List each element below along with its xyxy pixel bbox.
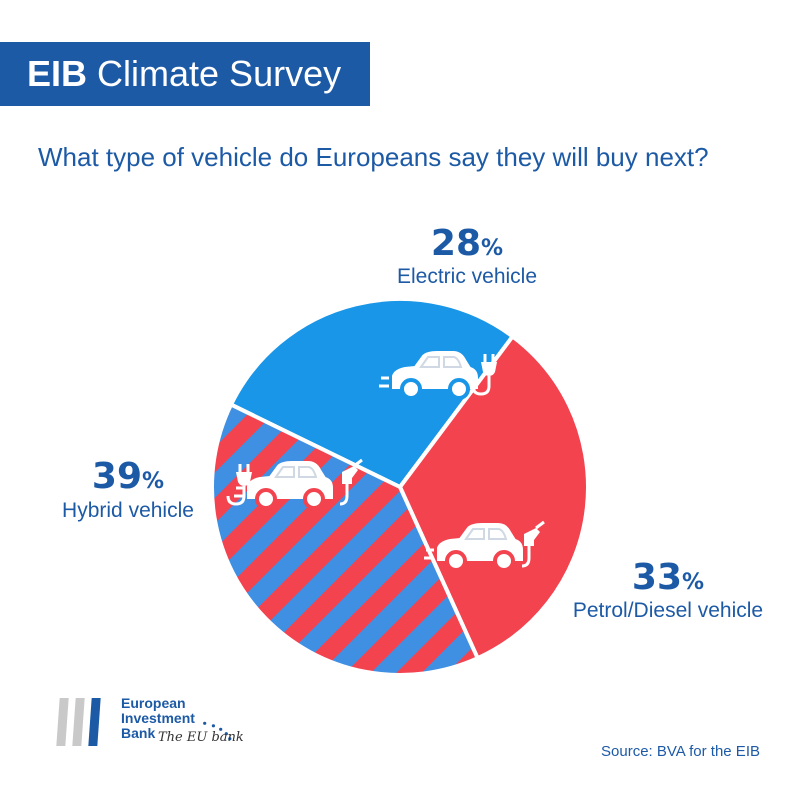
logo-line-1: European — [121, 695, 186, 711]
car-icon — [379, 351, 478, 400]
electric-plug-icon — [226, 464, 252, 506]
slice-icon-group — [424, 520, 545, 572]
eu-star-icon — [224, 732, 228, 736]
logo-bar — [72, 698, 85, 746]
logo-bar — [88, 698, 101, 746]
eu-star-icon — [219, 727, 223, 731]
slice-value-label: 33% — [632, 557, 704, 598]
eu-star-icon — [228, 737, 232, 741]
eu-star-icon — [203, 721, 207, 725]
car-icon — [424, 523, 523, 572]
logo-tagline: The EU bank — [158, 730, 244, 745]
logo-text: European Investment Bank — [121, 696, 241, 741]
car-icon — [234, 461, 333, 510]
slice-category-label: Petrol/Diesel vehicle — [573, 599, 763, 622]
pie-slice-electric-vehicle — [229, 297, 515, 489]
slice-category-label: Hybrid vehicle — [62, 499, 194, 522]
eu-stars-icon — [203, 721, 232, 741]
logo-line-3: Bank — [121, 725, 156, 741]
source-note: Source: BVA for the EIB — [601, 743, 760, 760]
pie-slice-petrol-diesel-vehicle — [398, 334, 590, 661]
title-bold: EIB — [27, 53, 88, 94]
slice-value-label: 28% — [431, 223, 503, 264]
slice-value-label: 39% — [92, 456, 164, 497]
fuel-nozzle-icon — [339, 458, 363, 506]
fuel-nozzle-icon — [521, 520, 545, 568]
slice-icon-group — [379, 351, 497, 400]
slice-category-label: Electric vehicle — [397, 265, 537, 288]
eib-logo: European Investment Bank The EU bank — [56, 694, 258, 764]
logo-line-2: Investment — [121, 710, 195, 726]
chart-question: What type of vehicle do Europeans say th… — [38, 142, 709, 172]
logo-bar — [56, 698, 69, 746]
title-banner — [0, 42, 370, 106]
title-rest: Climate Survey — [97, 53, 342, 94]
eu-star-icon — [211, 724, 215, 728]
electric-plug-icon — [471, 354, 497, 396]
slice-icon-group — [226, 458, 363, 510]
page-title: EIB Climate Survey — [27, 50, 341, 98]
